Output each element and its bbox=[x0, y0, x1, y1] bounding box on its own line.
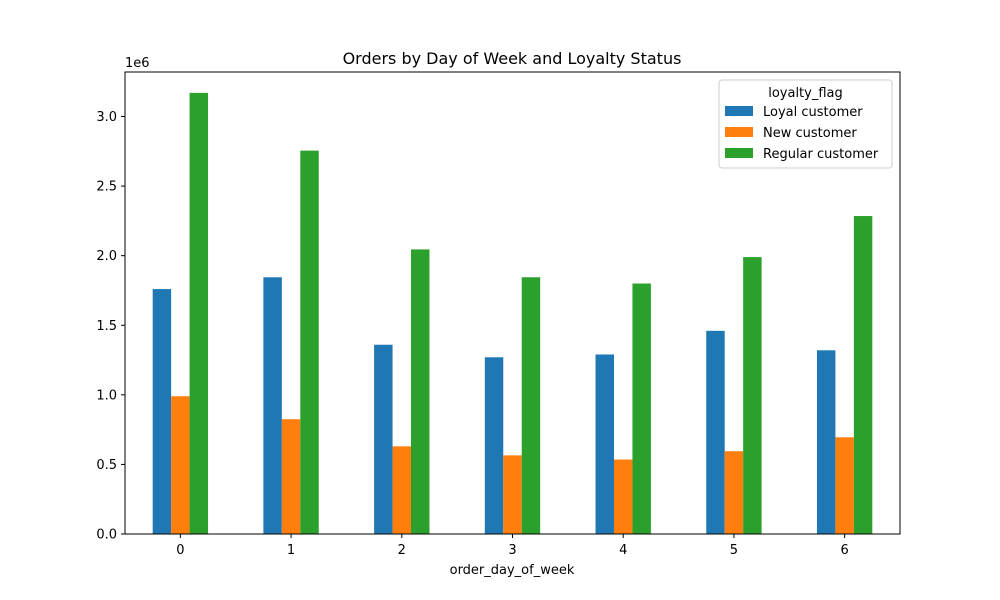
bar-regular-customer-1 bbox=[300, 150, 319, 534]
plot-area: 0 1 2 3 4 5 6 0.0 0.5 1.0 1.5 2.0 2.5 3.0 bbox=[96, 71, 901, 558]
bar-loyal-customer-5 bbox=[706, 330, 725, 534]
bar-regular-customer-0 bbox=[189, 92, 209, 535]
legend-swatch-loyal-customer bbox=[725, 106, 753, 116]
bar-loyal-customer-3 bbox=[484, 357, 504, 534]
legend-title: loyalty_flag bbox=[768, 86, 843, 101]
bar-new-customer-1 bbox=[281, 419, 301, 534]
bar-new-customer-5 bbox=[724, 451, 744, 534]
legend-box bbox=[718, 79, 893, 169]
y-tick-label: 3.0 bbox=[96, 110, 117, 125]
x-tick-label: 0 bbox=[176, 543, 184, 558]
y-tick-label: 0.5 bbox=[96, 458, 117, 473]
bar-loyal-customer-6 bbox=[816, 350, 836, 534]
y-tick-label: 1.0 bbox=[96, 388, 117, 403]
y-tick-label: 2.5 bbox=[96, 180, 117, 195]
legend-swatch-new-customer bbox=[725, 127, 753, 137]
y-tick-label: 2.0 bbox=[96, 249, 117, 264]
x-tick-label: 6 bbox=[841, 543, 849, 558]
legend-label-new-customer: New customer bbox=[763, 126, 857, 141]
y-tick-label: 0.0 bbox=[96, 528, 117, 543]
bar-new-customer-3 bbox=[503, 455, 522, 534]
bar-new-customer-6 bbox=[835, 437, 854, 534]
x-tick-label: 3 bbox=[508, 543, 516, 558]
y-scale-offset: 1e6 bbox=[125, 56, 150, 71]
bar-new-customer-0 bbox=[171, 396, 190, 534]
bar-loyal-customer-0 bbox=[152, 289, 172, 534]
legend-swatch-regular-customer bbox=[725, 148, 753, 158]
x-axis-label: order_day_of_week bbox=[450, 563, 575, 578]
x-tick-label: 4 bbox=[619, 543, 627, 558]
bar-regular-customer-4 bbox=[632, 283, 651, 534]
bar-regular-customer-3 bbox=[521, 277, 541, 534]
legend-label-regular-customer: Regular customer bbox=[763, 147, 879, 162]
bar-loyal-customer-1 bbox=[263, 277, 282, 534]
bar-new-customer-2 bbox=[392, 446, 412, 534]
y-tick-label: 1.5 bbox=[96, 319, 117, 334]
bar-regular-customer-5 bbox=[743, 257, 762, 534]
x-tick-label: 5 bbox=[730, 543, 738, 558]
bar-regular-customer-6 bbox=[853, 216, 873, 534]
bar-loyal-customer-2 bbox=[374, 344, 393, 534]
bar-regular-customer-2 bbox=[411, 249, 430, 535]
x-tick-label: 2 bbox=[398, 543, 406, 558]
chart-title: Orders by Day of Week and Loyalty Status bbox=[343, 49, 682, 68]
bar-new-customer-4 bbox=[613, 459, 633, 534]
legend: loyalty_flag Loyal customer New customer Re… bbox=[718, 79, 893, 169]
x-tick-label: 1 bbox=[287, 543, 295, 558]
legend-label-loyal-customer: Loyal customer bbox=[763, 105, 863, 120]
bar-loyal-customer-4 bbox=[595, 354, 614, 534]
